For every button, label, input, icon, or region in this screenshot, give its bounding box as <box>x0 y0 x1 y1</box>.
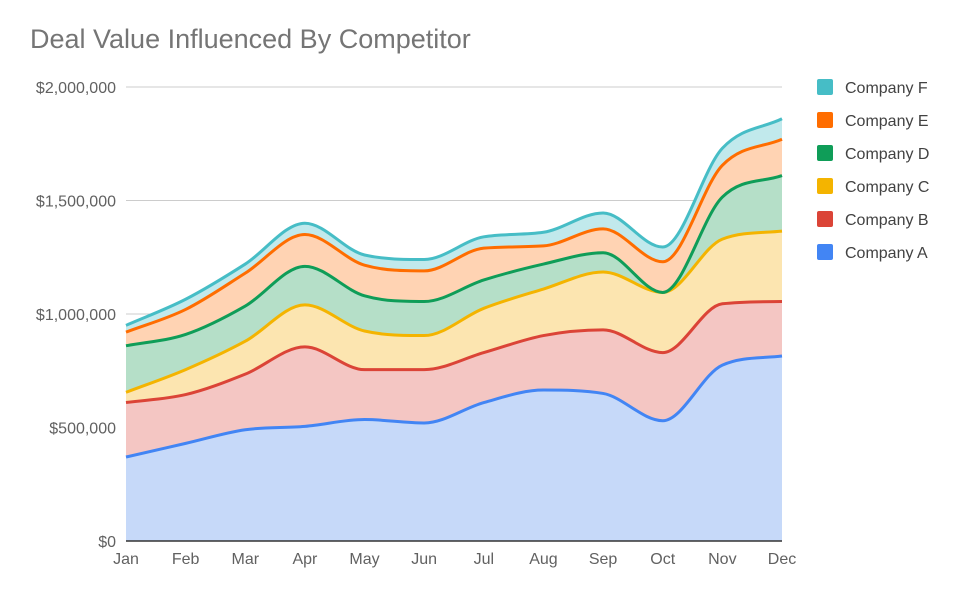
x-tick-label: Mar <box>231 551 259 568</box>
y-tick-label: $0 <box>98 534 116 551</box>
y-tick-label: $2,000,000 <box>36 80 116 97</box>
legend-label-company-f: Company F <box>845 80 928 97</box>
area-company-b <box>126 301 782 458</box>
line-company-b <box>125 300 783 405</box>
legend-label-company-d: Company D <box>845 146 929 163</box>
y-tick-label: $1,500,000 <box>36 194 116 211</box>
x-tick-label: Sep <box>589 551 618 568</box>
legend-label-company-c: Company C <box>845 179 929 196</box>
legend-swatch-company-b <box>817 211 833 227</box>
area-company-a <box>126 356 782 541</box>
legend-swatch-company-d <box>817 145 833 161</box>
y-tick-label: $1,000,000 <box>36 307 116 324</box>
legend-swatch-company-f <box>817 79 833 95</box>
line-company-a <box>125 354 783 459</box>
y-tick-label: $500,000 <box>49 421 116 438</box>
x-tick-label: Jul <box>474 551 494 568</box>
legend-label-company-e: Company E <box>845 113 929 130</box>
x-tick-label: Oct <box>650 551 675 568</box>
x-tick-label: Jan <box>113 551 139 568</box>
x-tick-label: May <box>349 551 379 568</box>
legend-swatch-company-a <box>817 244 833 260</box>
legend-label-company-b: Company B <box>845 212 929 229</box>
series-lines <box>125 117 783 459</box>
x-tick-label: Apr <box>292 551 318 568</box>
area-fills <box>126 118 782 541</box>
x-tick-label: Aug <box>529 551 557 568</box>
line-company-d <box>125 174 783 348</box>
x-tick-label: Jun <box>411 551 437 568</box>
x-tick-label: Feb <box>172 551 200 568</box>
legend-swatch-company-c <box>817 178 833 194</box>
x-tick-label: Dec <box>768 551 796 568</box>
line-company-e <box>125 137 783 334</box>
line-company-f <box>125 117 783 327</box>
area-company-c <box>126 231 782 403</box>
area-company-e <box>126 139 782 346</box>
legend-swatch-company-e <box>817 112 833 128</box>
legend-label-company-a: Company A <box>845 245 928 262</box>
chart-title: Deal Value Influenced By Competitor <box>30 24 471 54</box>
x-tick-label: Nov <box>708 551 736 568</box>
axes: $0 $500,000 $1,000,000 $1,500,000 $2,000,000… <box>36 80 796 568</box>
legend: Company F Company E Company D Company C Comp… <box>817 79 929 262</box>
